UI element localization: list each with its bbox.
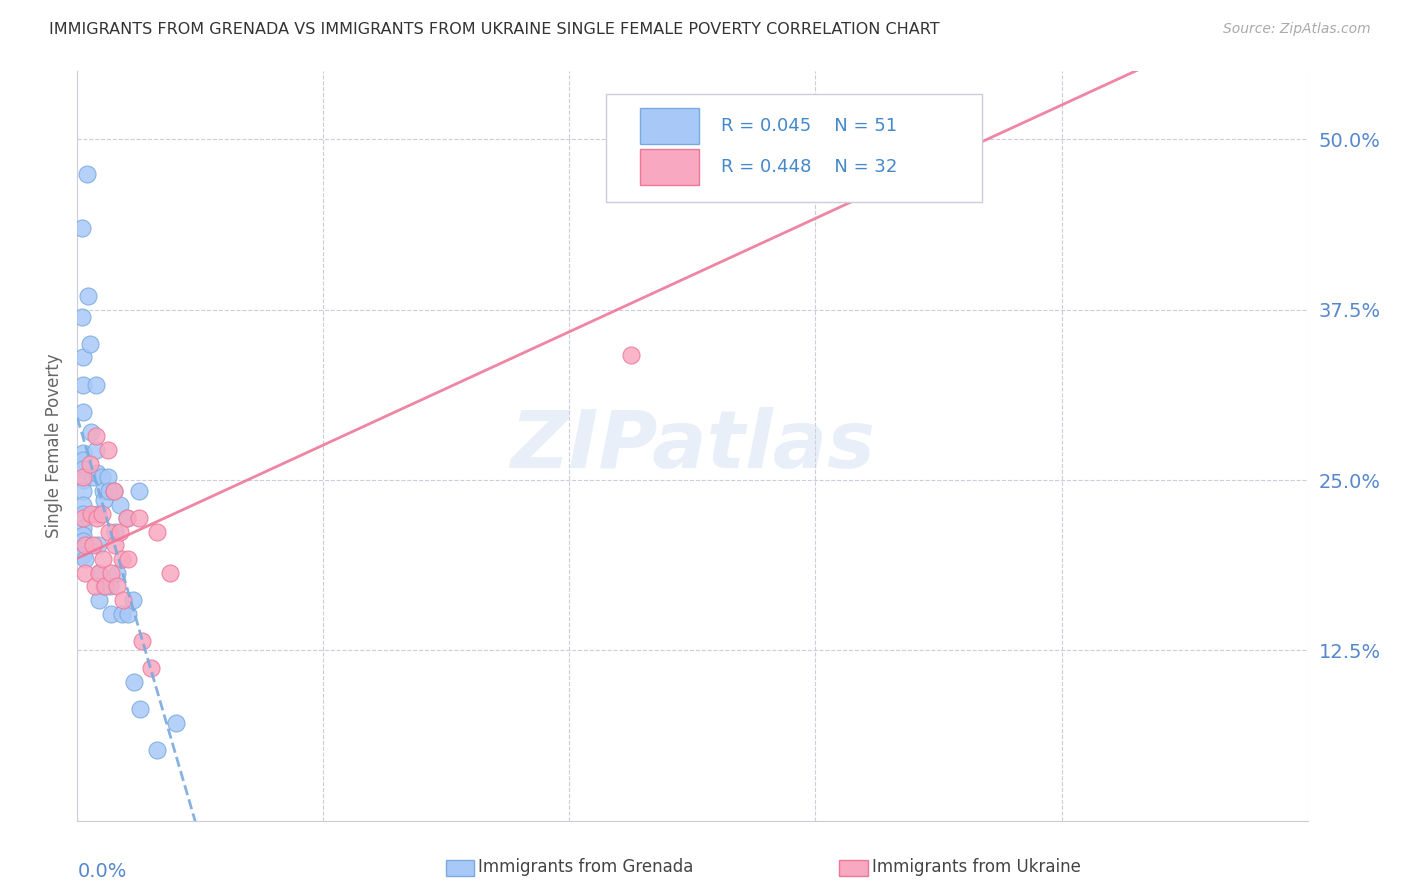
Point <box>141 661 163 675</box>
Text: ZIPatlas: ZIPatlas <box>510 407 875 485</box>
Point <box>87 566 110 580</box>
Point <box>86 507 108 521</box>
Text: Source: ZipAtlas.com: Source: ZipAtlas.com <box>1223 22 1371 37</box>
Point <box>72 527 94 541</box>
Point <box>115 511 138 525</box>
Bar <box>640 149 699 185</box>
Point <box>72 452 94 467</box>
Point <box>79 457 101 471</box>
Y-axis label: Single Female Poverty: Single Female Poverty <box>45 354 63 538</box>
Point <box>87 593 110 607</box>
Text: 0.0%: 0.0% <box>77 862 127 881</box>
Text: R = 0.448    N = 32: R = 0.448 N = 32 <box>721 158 897 176</box>
Point <box>72 377 94 392</box>
Point <box>79 336 101 351</box>
Point <box>84 443 107 458</box>
Point <box>112 593 135 607</box>
Point <box>93 579 115 593</box>
Text: Immigrants from Grenada: Immigrants from Grenada <box>478 858 693 876</box>
Point <box>84 429 107 443</box>
Point <box>80 425 103 440</box>
Point <box>122 674 145 689</box>
Point <box>86 511 108 525</box>
Point <box>98 483 121 498</box>
Point <box>70 310 93 324</box>
Point <box>73 538 96 552</box>
Point <box>93 493 115 508</box>
Point <box>91 483 114 498</box>
Point <box>91 552 114 566</box>
Point <box>84 377 107 392</box>
Point <box>165 715 187 730</box>
Point <box>103 483 125 498</box>
Point <box>87 566 110 580</box>
Point <box>73 566 96 580</box>
Point <box>80 507 103 521</box>
Point <box>100 607 122 621</box>
Point <box>98 579 121 593</box>
Point <box>82 538 104 552</box>
Point <box>104 524 127 539</box>
Point <box>105 579 128 593</box>
Point <box>128 483 150 498</box>
Point <box>117 607 139 621</box>
Point <box>72 521 94 535</box>
Point <box>128 511 150 525</box>
Point <box>72 351 94 365</box>
Point <box>72 548 94 562</box>
Point <box>72 511 94 525</box>
Point <box>72 446 94 460</box>
Point <box>131 633 153 648</box>
Point <box>72 483 94 498</box>
FancyBboxPatch shape <box>606 94 981 202</box>
Point <box>82 470 104 484</box>
Point <box>72 405 94 419</box>
Point <box>115 511 138 525</box>
Point <box>105 566 128 580</box>
Point <box>98 524 121 539</box>
Point <box>104 538 127 552</box>
Point <box>146 524 169 539</box>
Point <box>129 702 152 716</box>
Point <box>111 552 132 566</box>
Point <box>86 467 108 481</box>
Bar <box>640 108 699 144</box>
Point <box>117 552 139 566</box>
Point <box>103 483 125 498</box>
Point <box>76 167 98 181</box>
Point <box>90 507 114 521</box>
Point <box>121 593 143 607</box>
Point <box>146 743 169 757</box>
Point <box>110 498 132 512</box>
Point <box>90 470 114 484</box>
Point <box>97 470 120 484</box>
Point <box>110 524 132 539</box>
Point <box>97 443 120 458</box>
Point <box>72 507 94 521</box>
Point <box>72 498 94 512</box>
Point <box>70 221 93 235</box>
Point <box>72 470 94 484</box>
Point <box>804 144 827 158</box>
Point <box>86 538 108 552</box>
Point <box>620 348 643 362</box>
Text: Immigrants from Ukraine: Immigrants from Ukraine <box>872 858 1081 876</box>
Text: R = 0.045    N = 51: R = 0.045 N = 51 <box>721 117 897 135</box>
Point <box>111 607 132 621</box>
Point <box>100 566 122 580</box>
Point <box>94 579 117 593</box>
Point <box>83 579 105 593</box>
Point <box>73 552 96 566</box>
Text: IMMIGRANTS FROM GRENADA VS IMMIGRANTS FROM UKRAINE SINGLE FEMALE POVERTY CORRELA: IMMIGRANTS FROM GRENADA VS IMMIGRANTS FR… <box>49 22 939 37</box>
Point <box>72 534 94 549</box>
Point <box>72 462 94 476</box>
Point <box>77 289 100 303</box>
Point <box>72 473 94 487</box>
Point <box>72 541 94 556</box>
Point <box>159 566 181 580</box>
